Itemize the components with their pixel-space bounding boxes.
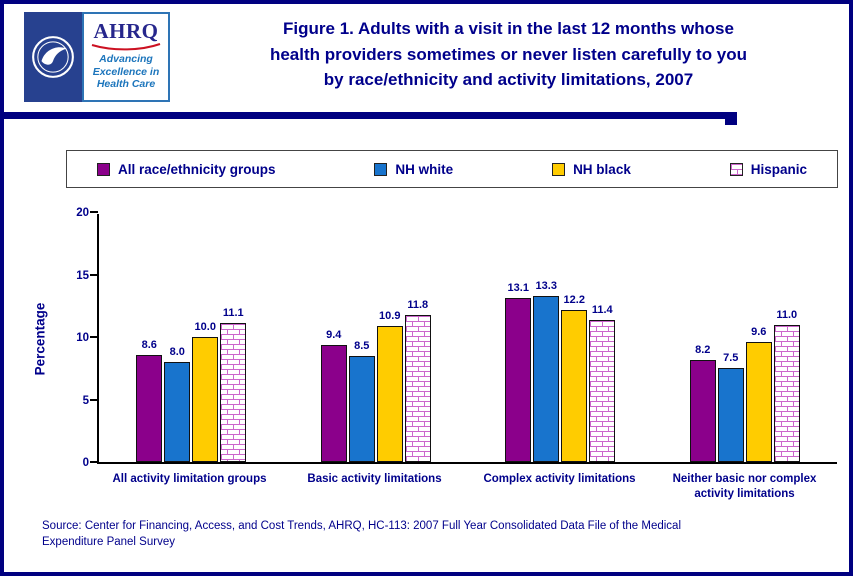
legend-label: NH black: [573, 161, 631, 177]
bar-value-label: 11.0: [776, 308, 798, 321]
bar-group: 8.6 8.0 10.0 11.1: [99, 214, 284, 462]
y-tick-mark: [90, 461, 98, 463]
bar-group: 9.4 8.5 10.9 11.8: [284, 214, 469, 462]
bar: 8.6: [136, 339, 163, 462]
legend-label: All race/ethnicity groups: [118, 161, 276, 177]
bar-value-label: 9.4: [326, 328, 342, 341]
bar-value-label: 13.3: [535, 279, 557, 292]
bar: 8.0: [164, 346, 191, 462]
legend-item: NH white: [374, 162, 453, 177]
ahrq-tagline: Advancing Excellence in Health Care: [93, 53, 160, 91]
header-divider-shadow: [725, 119, 737, 125]
bar: 11.1: [220, 307, 247, 462]
bar: 13.3: [533, 280, 560, 462]
hhs-logo: [24, 12, 82, 102]
ahrq-swoosh-icon: [91, 43, 161, 51]
bar: 11.4: [589, 304, 616, 462]
source-line: Expenditure Panel Survey: [42, 536, 175, 549]
bar-group: 8.2 7.5 9.6 11.0: [653, 214, 838, 462]
bar: 9.4: [320, 329, 347, 462]
figure-title-line: by race/ethnicity and activity limitatio…: [323, 70, 694, 89]
category-label: Basic activity limitations: [307, 473, 442, 485]
legend-swatch: [374, 162, 388, 176]
bar-value-label: 13.1: [507, 282, 529, 295]
tagline-line: Excellence in: [92, 65, 160, 78]
category-label: Complex activity limitations: [483, 473, 636, 485]
bar-value-label: 8.5: [354, 339, 370, 352]
legend-label: Hispanic: [750, 161, 807, 177]
legend-swatch: [97, 162, 110, 176]
figure-title-line: Figure 1. Adults with a visit in the las…: [283, 19, 734, 38]
bar: 8.2: [689, 344, 716, 462]
y-tick-label: 5: [82, 394, 89, 407]
bar-value-label: 7.5: [723, 352, 739, 365]
y-tick-mark: [90, 398, 98, 401]
bar-value-label: 10.0: [194, 321, 216, 333]
y-tick-label: 15: [76, 269, 89, 282]
tagline-line: Advancing: [99, 53, 153, 65]
legend-label: NH white: [395, 161, 454, 177]
bar-value-label: 8.0: [169, 346, 185, 358]
x-axis-labels: All activity limitation groups Basic acti…: [97, 472, 837, 502]
legend-swatch: [729, 162, 743, 176]
bar-group: 13.1 13.3 12.2 11.4: [468, 214, 653, 462]
legend-item: Hispanic: [729, 161, 807, 177]
legend-swatch: [552, 162, 566, 176]
bar: 10.0: [192, 321, 219, 462]
bar: 10.9: [376, 310, 403, 462]
hhs-seal-icon: [32, 36, 74, 78]
category-label: Neither basic nor complex activity limit…: [672, 473, 817, 500]
legend: All race/ethnicity groups NH white NH blac…: [66, 150, 838, 188]
legend-item: All race/ethnicity groups: [97, 162, 276, 177]
y-tick-label: 10: [76, 332, 89, 344]
legend-item: NH black: [552, 162, 631, 177]
bar: 11.8: [404, 299, 431, 462]
bar-value-label: 11.1: [222, 307, 244, 320]
y-tick-mark: [90, 336, 98, 338]
bar-value-label: 10.9: [379, 309, 401, 322]
bar: 9.6: [745, 326, 772, 462]
bar-value-label: 8.2: [695, 343, 711, 356]
figure-title: Figure 1. Adults with a visit in the las…: [184, 16, 833, 93]
ahrq-wordmark: AHRQ: [93, 19, 159, 43]
agency-logo: AHRQ Advancing Excellence in Health Care: [24, 12, 170, 102]
source-line: Source: Center for Financing, Access, an…: [42, 520, 682, 532]
ahrq-logo: AHRQ Advancing Excellence in Health Care: [82, 12, 170, 102]
bar-value-label: 11.4: [591, 303, 613, 316]
bar: 8.5: [348, 340, 375, 462]
y-tick-label: 20: [76, 207, 89, 219]
source-note: Source: Center for Financing, Access, an…: [42, 518, 681, 550]
tagline-line: Health Care: [96, 78, 156, 91]
y-tick-mark: [90, 273, 98, 276]
bar: 11.0: [773, 309, 800, 462]
bar-value-label: 11.8: [407, 298, 429, 311]
header-divider: [4, 112, 737, 119]
bar-value-label: 12.2: [563, 293, 585, 306]
y-tick-label: 0: [82, 457, 89, 469]
y-tick-mark: [90, 211, 98, 213]
category-label: All activity limitation groups: [112, 473, 267, 485]
bar-value-label: 9.6: [751, 326, 767, 338]
bar-value-label: 8.6: [141, 338, 157, 351]
bar: 12.2: [561, 294, 588, 462]
bar: 7.5: [717, 352, 744, 462]
bar: 13.1: [505, 282, 532, 462]
y-axis-title: Percentage: [32, 302, 48, 376]
plot-area: 0 5 10 15 20 8.6 8.0 10.0 11.1 9.4 8.5 10.9 11.8 13.1…: [76, 207, 838, 469]
figure-title-line: health providers sometimes or never list…: [269, 44, 748, 64]
